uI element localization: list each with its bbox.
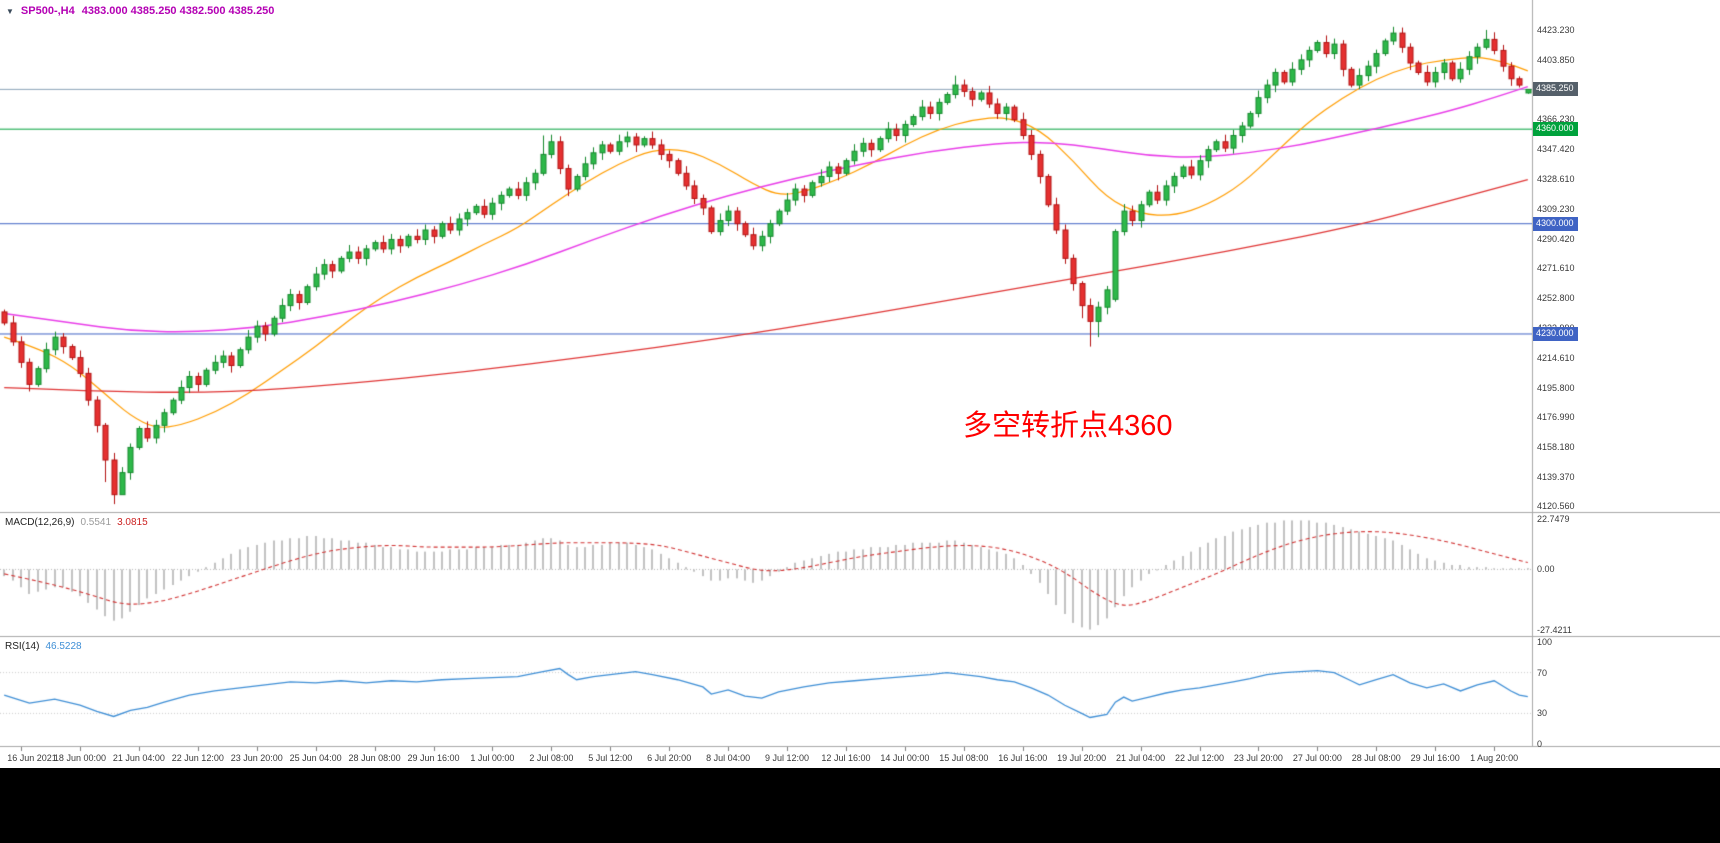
price-axis[interactable]: 4423.230 4403.850 4366.230 4347.420 4328.610… [1532,0,1720,749]
rsi-tick-label: 70 [1537,667,1548,678]
time-axis-label: 16 Jul 16:00 [998,753,1048,763]
time-axis-label: 21 Jun 04:00 [112,753,165,763]
macd-tick-label: -27.4211 [1537,625,1572,636]
time-axis-label: 21 Jul 04:00 [1116,753,1166,763]
time-axis-label: 5 Jul 12:00 [588,753,633,763]
price-tick-label: 4423.230 [1537,24,1575,35]
price-tick-label: 4214.610 [1537,353,1575,364]
macd-name: MACD(12,26,9) [5,517,75,528]
time-axis-label: 28 Jul 08:00 [1351,753,1401,763]
time-axis-label: 28 Jun 08:00 [348,753,401,763]
price-level-badge: 4300.000 [1533,216,1578,231]
time-axis-label: 2 Jul 08:00 [529,753,574,763]
rsi-tick-label: 30 [1537,708,1548,719]
time-axis-label: 6 Jul 20:00 [647,753,692,763]
time-axis-label: 23 Jun 20:00 [230,753,283,763]
rsi-value: 46.5228 [45,641,82,652]
time-axis-label: 27 Jul 00:00 [1292,753,1342,763]
price-tick-label: 4139.370 [1537,471,1575,482]
time-axis-label: 15 Jul 08:00 [939,753,989,763]
time-axis-label: 1 Aug 20:00 [1470,753,1519,763]
macd-tick-label: 22.7479 [1537,513,1570,524]
time-axis-label: 29 Jul 16:00 [1410,753,1460,763]
macd-tick-label: 0.00 [1537,564,1555,575]
price-tick-label: 4309.230 [1537,204,1575,215]
time-axis-label: 9 Jul 12:00 [765,753,810,763]
price-level-badge: 4360.000 [1533,122,1578,137]
chart-ohlc-header: ▼ SP500-,H4 4383.000 4385.250 4382.500 4… [6,5,274,17]
time-axis-label: 23 Jul 20:00 [1233,753,1283,763]
price-tick-label: 4290.420 [1537,233,1575,244]
price-level-badge: 4385.250 [1533,82,1578,97]
price-tick-label: 4347.420 [1537,143,1575,154]
chart-text-annotation: 多空转折点4360 [963,410,1173,442]
price-tick-label: 4403.850 [1537,55,1575,66]
price-tick-label: 4328.610 [1537,173,1575,184]
price-tick-label: 4252.800 [1537,293,1575,304]
time-axis-label: 29 Jun 16:00 [407,753,460,763]
chart-marker-icon: ▼ [6,6,14,16]
rsi-tick-label: 100 [1537,637,1553,647]
ohlc-values: 4383.000 4385.250 4382.500 4385.250 [81,5,275,17]
time-axis-label: 25 Jun 04:00 [289,753,342,763]
time-axis-label: 22 Jul 12:00 [1174,753,1225,763]
time-axis-label: 8 Jul 04:00 [706,753,751,763]
time-axis-label: 12 Jul 16:00 [821,753,871,763]
price-tick-label: 4271.610 [1537,263,1575,274]
price-tick-label: 4120.560 [1537,501,1575,512]
time-axis-label: 19 Jul 20:00 [1057,753,1107,763]
rsi-indicator-label: RSI(14) 46.5228 [5,641,82,652]
symbol-timeframe-label: SP500-,H4 [20,5,75,17]
time-axis-label: 16 Jun 2021 [7,753,57,763]
macd-signal-value: 3.0815 [117,517,148,528]
time-axis-label: 22 Jun 12:00 [171,753,224,763]
price-tick-label: 4158.180 [1537,442,1575,453]
price-tick-label: 4195.800 [1537,382,1575,393]
price-level-badge: 4230.000 [1533,326,1578,341]
rsi-tick-label: 0 [1537,739,1543,749]
time-axis-label: 14 Jul 00:00 [880,753,930,763]
rsi-name: RSI(14) [5,641,40,652]
macd-indicator-label: MACD(12,26,9) 0.5541 3.0815 [5,517,148,528]
macd-value: 0.5541 [80,517,112,528]
time-axis[interactable]: 16 Jun 2021 18 Jun 00:00 21 Jun 04:00 22 Ju… [0,747,1532,768]
price-tick-label: 4366.230 [1537,114,1575,125]
time-axis-label: 18 Jun 00:00 [53,753,106,763]
time-axis-label: 1 Jul 00:00 [470,753,515,763]
price-tick-label: 4176.990 [1537,412,1575,423]
bottom-black-bar [0,768,1720,843]
